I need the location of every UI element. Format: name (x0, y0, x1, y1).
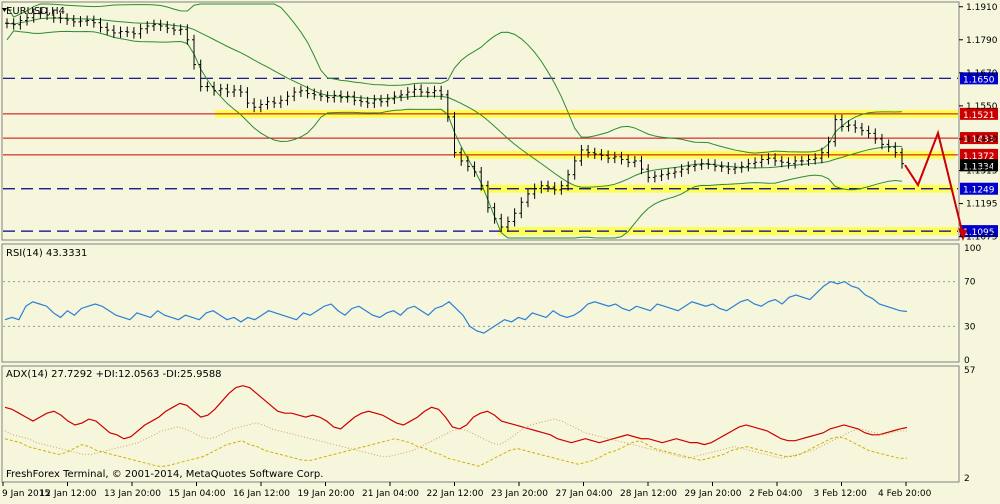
time-tick-label: 9 Jan 2015 (2, 489, 50, 499)
level-badge (960, 225, 998, 238)
adx-axis: 57 2 (964, 366, 975, 484)
adx-tick-label: 2 (964, 474, 970, 484)
rsi-tick-label: 70 (964, 278, 976, 288)
main-panel-frame (1, 1, 960, 241)
time-tick-label: 21 Jan 04:00 (362, 489, 419, 499)
rsi-tick-label: 100 (964, 244, 981, 254)
rsi-levels (3, 281, 958, 327)
price-tick-label: 1.1790 (966, 36, 998, 46)
current-price-badge (960, 159, 998, 172)
bollinger-upper (6, 3, 903, 154)
copyright-text: FreshForex Terminal, © 2001-2014, MetaQu… (6, 469, 323, 480)
level-badge (960, 107, 998, 120)
adx-series (4, 385, 908, 467)
di-plus-line (4, 436, 908, 467)
chevron-down-icon[interactable] (2, 8, 7, 12)
rsi-tick-label: 0 (964, 356, 970, 366)
time-tick-label: 13 Jan 20:00 (104, 489, 161, 499)
forecast-arrow-path (904, 129, 964, 236)
bollinger-middle (6, 17, 903, 188)
rsi-title: RSI(14) 43.3331 (6, 248, 87, 259)
adx-title: ADX(14) 27.7292 +DI:12.0563 -DI:25.9588 (6, 369, 222, 380)
price-tick-label: 1.1075 (966, 233, 998, 243)
time-tick-label: 15 Jan 04:00 (169, 489, 226, 499)
rsi-tick-label: 30 (964, 322, 976, 332)
price-bars (5, 7, 904, 232)
adx-tick-label: 57 (964, 366, 975, 376)
time-tick-label: 4 Feb 20:00 (878, 489, 932, 499)
level-badge-text: 1.1521 (963, 111, 995, 121)
level-badge-text: 1.1095 (963, 228, 995, 238)
price-tick-label: 1.1315 (966, 167, 998, 177)
level-badge-text: 1.1372 (963, 152, 995, 162)
adx-panel-frame (1, 365, 960, 483)
level-badge-text: 1.1433 (963, 135, 995, 145)
price-tick-label: 1.1430 (966, 135, 998, 145)
highlight-band (480, 184, 955, 193)
main-price-axis: 1.1910 1.1790 1.1670 1.1550 1.1430 1.1315 1.11… (959, 3, 998, 243)
price-tick-label: 1.1910 (966, 3, 998, 13)
level-badge-text: 1.1249 (963, 186, 995, 196)
highlight-bands (215, 109, 958, 236)
di-minus-line (4, 418, 908, 459)
time-tick-label: 19 Jan 20:00 (298, 489, 355, 499)
level-badge (960, 182, 998, 195)
rsi-axis: 100 70 30 0 (964, 244, 981, 366)
level-badge (960, 72, 998, 85)
time-tick-label: 29 Jan 20:00 (685, 489, 742, 499)
level-badge-text: 1.1650 (963, 75, 995, 85)
price-tick-label: 1.1670 (966, 69, 998, 79)
rsi-series (4, 280, 908, 334)
time-tick-label: 2 Feb 04:00 (749, 489, 803, 499)
current-price-text: 1.1334 (963, 162, 995, 172)
rsi-panel-frame (1, 243, 960, 363)
time-tick-label: 28 Jan 12:00 (620, 489, 677, 499)
forecast-arrow (904, 129, 967, 241)
symbol-label: EURUSD,H4 (6, 6, 65, 17)
price-tick-label: 1.1550 (966, 102, 998, 112)
time-tick-label: 22 Jan 12:00 (427, 489, 484, 499)
adx-line (4, 385, 908, 446)
time-tick-label: 23 Jan 20:00 (491, 489, 548, 499)
rsi-line (4, 280, 908, 334)
time-tick-label: 12 Jan 12:00 (40, 489, 97, 499)
time-tick-label: 16 Jan 12:00 (233, 489, 290, 499)
time-tick-label: 3 Feb 12:00 (814, 489, 868, 499)
level-badge (960, 132, 998, 145)
level-badge (960, 148, 998, 161)
price-tick-label: 1.1195 (966, 200, 998, 210)
forecast-arrow-head (958, 228, 967, 241)
time-tick-label: 27 Jan 04:00 (556, 489, 613, 499)
